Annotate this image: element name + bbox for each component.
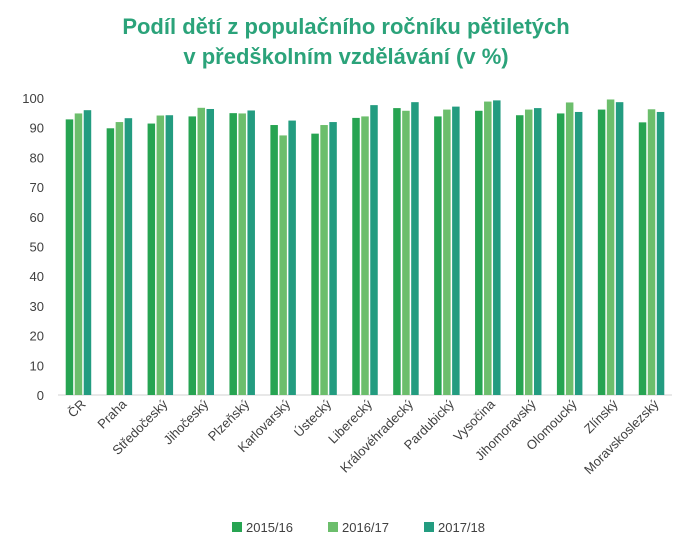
bar-2015-16 <box>515 115 524 395</box>
bar-2015-16 <box>188 116 197 395</box>
bar-2017-18 <box>615 102 624 396</box>
bar-2015-16 <box>270 125 278 395</box>
bar-2017-18 <box>124 118 133 396</box>
bar-2016-17 <box>156 115 165 395</box>
legend-swatch <box>328 522 338 532</box>
bar-2016-17 <box>524 109 533 395</box>
y-tick-label: 100 <box>22 91 44 106</box>
legend-label: 2017/18 <box>438 520 485 535</box>
bar-2017-18 <box>370 105 378 396</box>
x-tick-label: Královéhradecký <box>337 396 416 475</box>
bar-2015-16 <box>147 123 156 396</box>
y-tick-label: 20 <box>30 329 44 344</box>
bar-2017-18 <box>452 106 460 395</box>
chart-title-line-2: v předškolním vzdělávání (v %) <box>183 44 509 69</box>
bar-2016-17 <box>443 109 451 395</box>
legend-swatch <box>232 522 242 532</box>
y-tick-label: 10 <box>30 358 44 373</box>
legend-swatch <box>424 522 434 532</box>
bar-2016-17 <box>484 101 492 396</box>
bar-2017-18 <box>411 102 419 396</box>
bar-2017-18 <box>533 108 542 396</box>
bar-2015-16 <box>475 110 483 395</box>
x-tick-label: Jihočeský <box>160 396 211 447</box>
y-tick-label: 90 <box>30 121 44 136</box>
bar-2016-17 <box>647 109 656 395</box>
bar-2015-16 <box>311 133 319 395</box>
bar-2016-17 <box>565 102 574 395</box>
y-tick-label: 50 <box>30 240 44 255</box>
bar-2016-17 <box>606 99 615 396</box>
bar-2016-17 <box>197 107 206 396</box>
y-tick-label: 30 <box>30 299 44 314</box>
y-tick-label: 0 <box>37 388 44 403</box>
bar-2015-16 <box>434 116 442 395</box>
bar-2015-16 <box>638 122 647 395</box>
y-tick-label: 80 <box>30 150 44 165</box>
bar-2017-18 <box>574 111 583 396</box>
y-tick-label: 60 <box>30 210 44 225</box>
chart-title-line-1: Podíl dětí z populačního ročníku pětilet… <box>122 14 570 39</box>
bar-2017-18 <box>83 110 92 395</box>
bar-2017-18 <box>656 111 665 396</box>
y-tick-label: 70 <box>30 180 44 195</box>
legend-label: 2016/17 <box>342 520 389 535</box>
bar-2016-17 <box>238 113 246 395</box>
bar-2015-16 <box>556 113 565 395</box>
bar-2016-17 <box>320 125 328 395</box>
bar-2017-18 <box>247 110 255 395</box>
x-tick-label: Praha <box>94 396 130 432</box>
bar-2016-17 <box>115 122 124 395</box>
bar-2017-18 <box>206 108 215 395</box>
x-tick-label: ČR <box>65 397 89 421</box>
bar-2016-17 <box>402 110 410 395</box>
bar-2017-18 <box>493 100 501 395</box>
x-tick-label: Moravskoslezský <box>581 396 662 477</box>
bar-2015-16 <box>393 108 401 396</box>
bar-2016-17 <box>279 135 287 395</box>
bar-2015-16 <box>597 109 606 395</box>
bar-2015-16 <box>65 119 74 395</box>
bar-2017-18 <box>288 120 296 396</box>
legend-label: 2015/16 <box>246 520 293 535</box>
chart-title: Podíl dětí z populačního ročníku pětilet… <box>0 12 692 72</box>
bar-2017-18 <box>165 115 174 395</box>
bar-2015-16 <box>352 117 360 396</box>
bar-2016-17 <box>361 116 369 395</box>
y-tick-label: 40 <box>30 269 44 284</box>
bar-2016-17 <box>74 113 83 395</box>
bar-2015-16 <box>106 128 115 395</box>
bar-2017-18 <box>329 122 337 395</box>
x-tick-label: Zlínský <box>581 396 621 436</box>
bar-2015-16 <box>229 113 237 395</box>
